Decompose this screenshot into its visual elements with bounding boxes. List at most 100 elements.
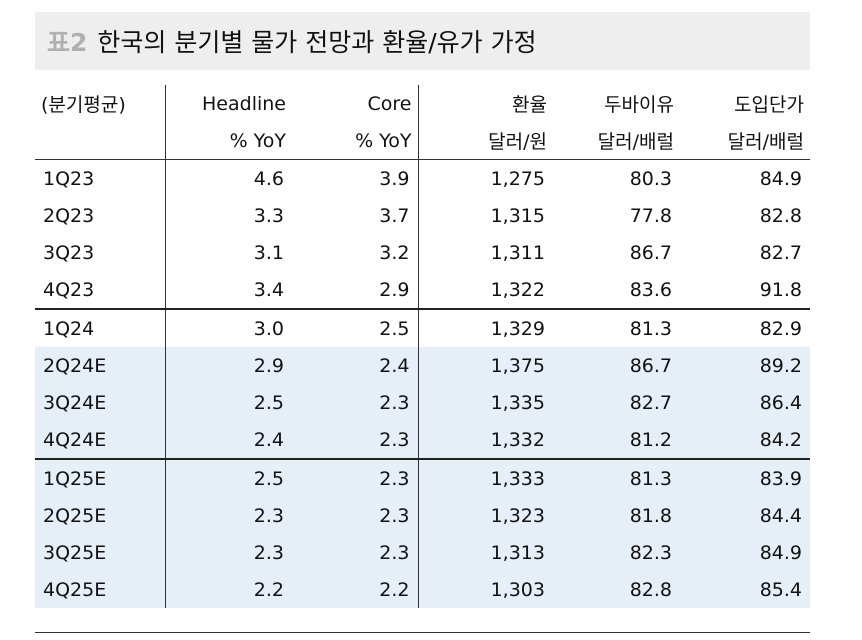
table-cell: 1,275: [490, 167, 545, 190]
table-cell: 81.2: [553, 421, 680, 460]
header-cell: % YoY: [165, 122, 292, 160]
header-cell: (분기평균): [35, 85, 166, 122]
table-cell: 82.7: [759, 241, 802, 264]
table-cell: 1Q23: [35, 159, 166, 197]
table-cell: 2.3: [292, 459, 419, 497]
table-cell: 77.8: [629, 204, 672, 227]
table-cell: 2.2: [165, 571, 292, 608]
table-cell: 4Q25E: [35, 571, 166, 608]
table-cell: 2.3: [165, 497, 292, 534]
table-cell: 3.0: [253, 317, 284, 340]
table: (분기평균) Headline Core 환율 두바이유 도입단가% YoY% YoY 달러…: [35, 85, 810, 608]
table-row: 1Q23 4.6 3.9 1,275 80.3 84.9: [35, 159, 810, 197]
header-row: (분기평균) Headline Core 환율 두바이유 도입단가: [35, 85, 810, 122]
table-row: 4Q25E 2.2 2.2 1,303 82.8 85.4: [35, 571, 810, 608]
table-row: 2Q24E 2.9 2.4 1,375 86.7 89.2: [35, 347, 810, 384]
table-cell: 4Q24E: [35, 421, 166, 460]
table-cell: 2.5: [165, 459, 292, 497]
table-cell: 3.3: [253, 204, 284, 227]
table-cell: 3Q25E: [35, 534, 166, 571]
table-tag: 표2: [47, 28, 88, 57]
header-row: % YoY% YoY 달러/원 달러/배럴 달러/배럴: [35, 122, 810, 160]
table-cell: 1,375: [418, 347, 553, 384]
table-cell: 2.3: [292, 497, 419, 534]
table-cell: 4Q23: [35, 271, 166, 310]
header-cell: 두바이유: [604, 94, 674, 116]
header-cell: 달러/배럴: [553, 122, 680, 160]
bottom-rule: [35, 632, 810, 633]
table-cell: 2.3: [292, 384, 419, 421]
table-cell: 1,332: [418, 421, 553, 460]
table-cell: 2Q23: [35, 197, 166, 234]
header-cell: Headline: [202, 92, 286, 115]
table-cell: 1Q25E: [35, 459, 166, 497]
table-cell: 1,333: [418, 459, 553, 497]
header-cell: 달러/원: [418, 122, 553, 160]
table-cell: 81.3: [629, 317, 672, 340]
table-cell: 3.4: [165, 271, 292, 310]
table-row: 3Q25E 2.3 2.3 1,313 82.3 84.9: [35, 534, 810, 571]
table-cell: 91.8: [680, 271, 810, 310]
table-row: 4Q23 3.4 2.9 1,322 83.6 91.8: [35, 271, 810, 310]
table-cell: 4.6: [253, 167, 284, 190]
table-cell: 1,311: [490, 241, 545, 264]
table-cell: 86.7: [553, 347, 680, 384]
table-cell: 80.3: [629, 167, 672, 190]
table-cell: 2.3: [292, 534, 419, 571]
table-cell: 84.4: [680, 497, 810, 534]
table-cell: 2.2: [292, 571, 419, 608]
table-cell: 2.4: [165, 421, 292, 460]
table-cell: 2.9: [292, 271, 419, 310]
table-cell: 82.9: [759, 317, 802, 340]
table-cell: 86.7: [629, 241, 672, 264]
table-row: 1Q25E 2.5 2.3 1,333 81.3 83.9: [35, 459, 810, 497]
table-cell: 82.7: [553, 384, 680, 421]
title: 한국의 분기별 물가 전망과 환율/유가 가정: [97, 28, 537, 57]
header-cell: 환율: [512, 94, 547, 116]
table-cell: 2.3: [292, 421, 419, 460]
table-cell: 82.3: [553, 534, 680, 571]
table-cell: 84.9: [759, 167, 802, 190]
table-row: 4Q24E 2.4 2.3 1,332 81.2 84.2: [35, 421, 810, 460]
table-cell: 1,303: [418, 571, 553, 608]
table-cell: 83.6: [553, 271, 680, 310]
title-bar: 표2 한국의 분기별 물가 전망과 환율/유가 가정: [35, 12, 810, 70]
table-cell: 3Q23: [35, 234, 166, 271]
table-cell: 2.3: [165, 534, 292, 571]
table-row: 3Q23 3.1 3.2 1,311 86.7 82.7: [35, 234, 810, 271]
header-cell: 달러/배럴: [680, 122, 810, 160]
table-cell: 89.2: [680, 347, 810, 384]
table-cell: 84.2: [680, 421, 810, 460]
table-cell: 2.5: [165, 384, 292, 421]
table-row: 1Q24 3.0 2.5 1,329 81.3 82.9: [35, 309, 810, 347]
table-cell: 86.4: [680, 384, 810, 421]
table-cell: 1,322: [418, 271, 553, 310]
table-body: 1Q23 4.6 3.9 1,275 80.3 84.9 2Q23 3.3 3.7 1,315 77…: [35, 159, 810, 608]
table-cell: 82.8: [759, 204, 802, 227]
table-cell: 3.1: [253, 241, 284, 264]
table-row: 2Q25E 2.3 2.3 1,323 81.8 84.4: [35, 497, 810, 534]
table-cell: 84.9: [680, 534, 810, 571]
table-cell: 1Q24: [35, 309, 166, 347]
table-cell: 85.4: [680, 571, 810, 608]
table-cell: 3Q24E: [35, 384, 166, 421]
table-cell: 2Q24E: [35, 347, 166, 384]
header-cell: [35, 122, 166, 160]
table-cell: 2.4: [292, 347, 419, 384]
table-cell: 2Q25E: [35, 497, 166, 534]
table-cell: 3.7: [292, 197, 419, 234]
table-cell: 81.8: [553, 497, 680, 534]
header-cell: Core: [292, 85, 419, 122]
table-cell: 1,323: [418, 497, 553, 534]
table-cell: 1,315: [490, 204, 545, 227]
table-cell: 81.3: [553, 459, 680, 497]
table-cell: 3.9: [292, 159, 419, 197]
table-cell: 2.9: [165, 347, 292, 384]
header-cell: 도입단가: [734, 94, 804, 116]
header-cell: % YoY: [292, 122, 419, 160]
table-header: (분기평균) Headline Core 환율 두바이유 도입단가% YoY% YoY 달러…: [35, 85, 810, 160]
table-cell: 1,335: [418, 384, 553, 421]
table-cell: 2.5: [292, 309, 419, 347]
table-cell: 1,329: [490, 317, 545, 340]
